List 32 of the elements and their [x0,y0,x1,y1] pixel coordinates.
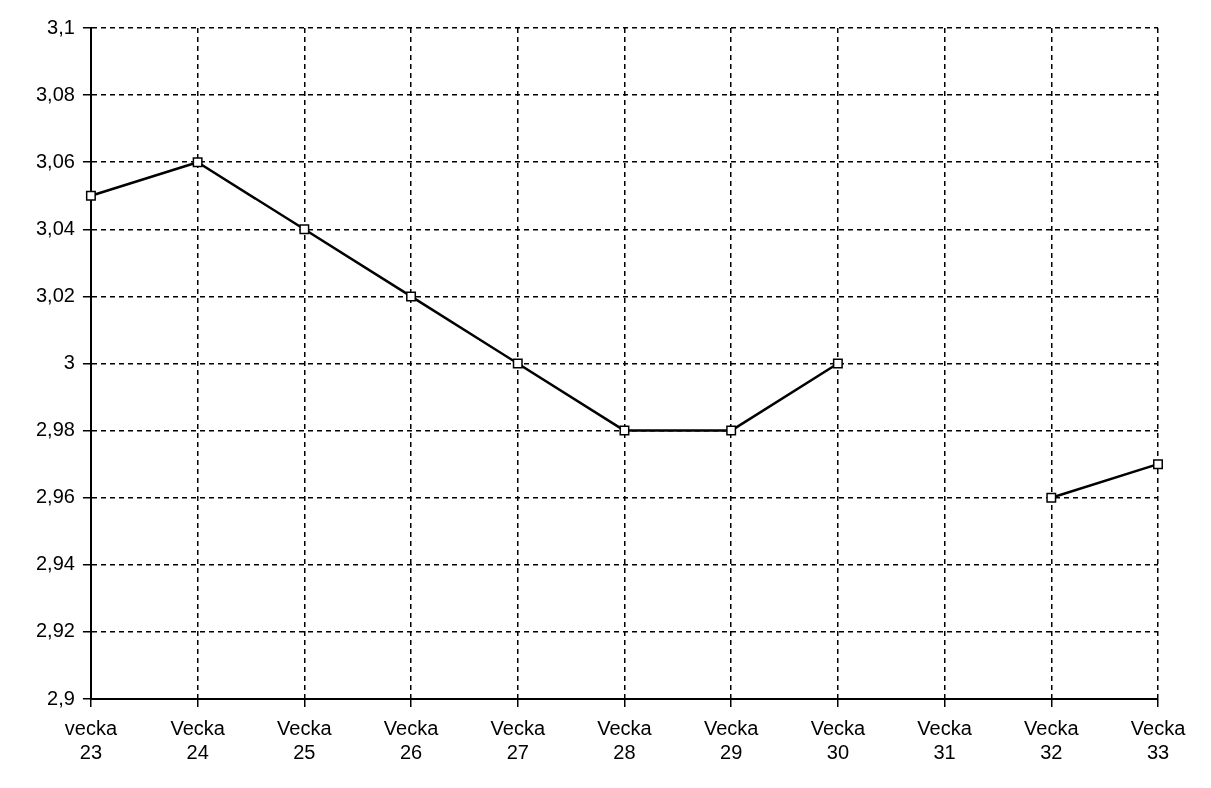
point [406,291,417,302]
point [192,157,203,168]
y-tick-label: 3,02 [35,283,75,306]
y-tick-label: 3,06 [35,149,75,172]
y-tick-label: 3,04 [35,216,75,239]
y-tick-label: 3,08 [35,82,75,105]
point [85,190,96,201]
point [832,358,843,369]
point [726,425,737,436]
point [299,224,310,235]
x-tick-label: Vecka 33 [1130,716,1187,763]
x-tick-label: Vecka 25 [277,716,333,763]
y-tick-label: 2,96 [35,485,75,508]
y-tick-label: 2,94 [35,552,75,575]
point [1153,459,1163,470]
y-tick-label: 3 [63,351,75,374]
y-tick-label: 2,98 [35,418,75,441]
point [619,425,630,436]
y-tick-label: 2,9 [47,686,75,709]
point [512,358,523,369]
x-tick-label: Vecka 28 [597,716,653,763]
y-tick-label: 3,1 [47,15,75,38]
x-tick-label: Vecka 24 [170,716,226,763]
x-tick-label: Vecka 30 [810,716,866,763]
x-tick-label: Vecka 32 [1024,716,1080,763]
y-tick-label: 2,92 [35,619,75,642]
x-tick-label: Vecka 26 [383,716,440,763]
point [1046,492,1057,503]
x-tick-label: Vecka 27 [490,716,546,763]
x-tick-label: Vecka 29 [703,716,760,763]
x-tick-label: vecka 23 [64,716,118,763]
x-tick-label: Vecka 31 [917,716,973,763]
